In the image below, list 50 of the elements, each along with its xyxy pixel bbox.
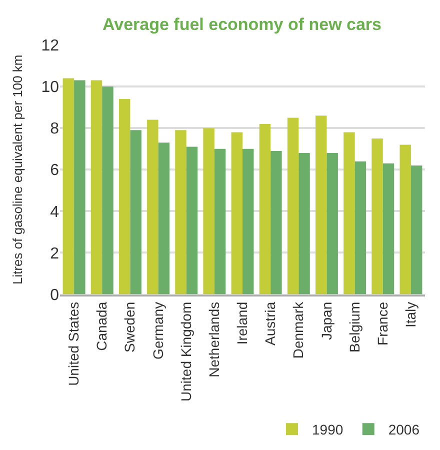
x-tick-label: Denmark — [290, 300, 306, 359]
bar — [203, 128, 214, 294]
bar — [316, 116, 327, 294]
y-tick-label: 10 — [41, 79, 60, 96]
bar — [118, 99, 130, 294]
bar — [147, 120, 158, 294]
x-tick-label: United States — [66, 302, 82, 386]
bar — [382, 163, 394, 294]
x-tick-label: Sweden — [122, 302, 138, 352]
bar — [175, 130, 186, 294]
y-tick-label: 6 — [50, 162, 60, 180]
bar — [410, 165, 422, 294]
x-tick-label: Belgium — [346, 302, 362, 352]
bar — [287, 118, 299, 294]
x-tick-label: Germany — [150, 302, 166, 360]
x-tick-label: Japan — [318, 302, 334, 340]
legend-label: 2006 — [388, 422, 420, 438]
bar — [158, 142, 170, 294]
bar — [74, 80, 86, 294]
bar — [186, 146, 198, 294]
y-tick-label: 12 — [41, 38, 60, 55]
y-tick-label: 8 — [50, 120, 60, 138]
bar — [130, 130, 142, 294]
bar — [270, 150, 282, 294]
x-tick-label: France — [374, 302, 390, 346]
bar — [372, 138, 383, 294]
x-tick-label: Netherlands — [206, 302, 222, 378]
bar — [259, 124, 271, 294]
x-tick-label: Italy — [402, 302, 419, 328]
legend-label: 1990 — [312, 422, 344, 438]
x-tick-label: Canada — [94, 302, 110, 351]
bar — [62, 78, 74, 294]
y-tick-label: 4 — [50, 204, 60, 221]
y-tick-label: 0 — [50, 286, 60, 304]
y-axis-title: Litres of gasoline equivalent per 100 km — [10, 54, 26, 285]
bar — [214, 148, 226, 294]
bar — [400, 144, 411, 294]
bar — [231, 132, 242, 294]
chart-title: Average fuel economy of new cars — [102, 14, 382, 34]
bar — [102, 86, 114, 294]
bar — [90, 80, 102, 294]
bar — [354, 161, 366, 294]
x-tick-label: United Kingdom — [178, 302, 194, 402]
x-tick-label: Austria — [262, 302, 278, 346]
bar — [326, 153, 338, 294]
y-tick-label: 2 — [50, 245, 60, 262]
x-tick-label: Ireland — [234, 302, 250, 345]
bar — [344, 132, 355, 294]
bar — [242, 148, 254, 294]
bar — [298, 153, 310, 294]
